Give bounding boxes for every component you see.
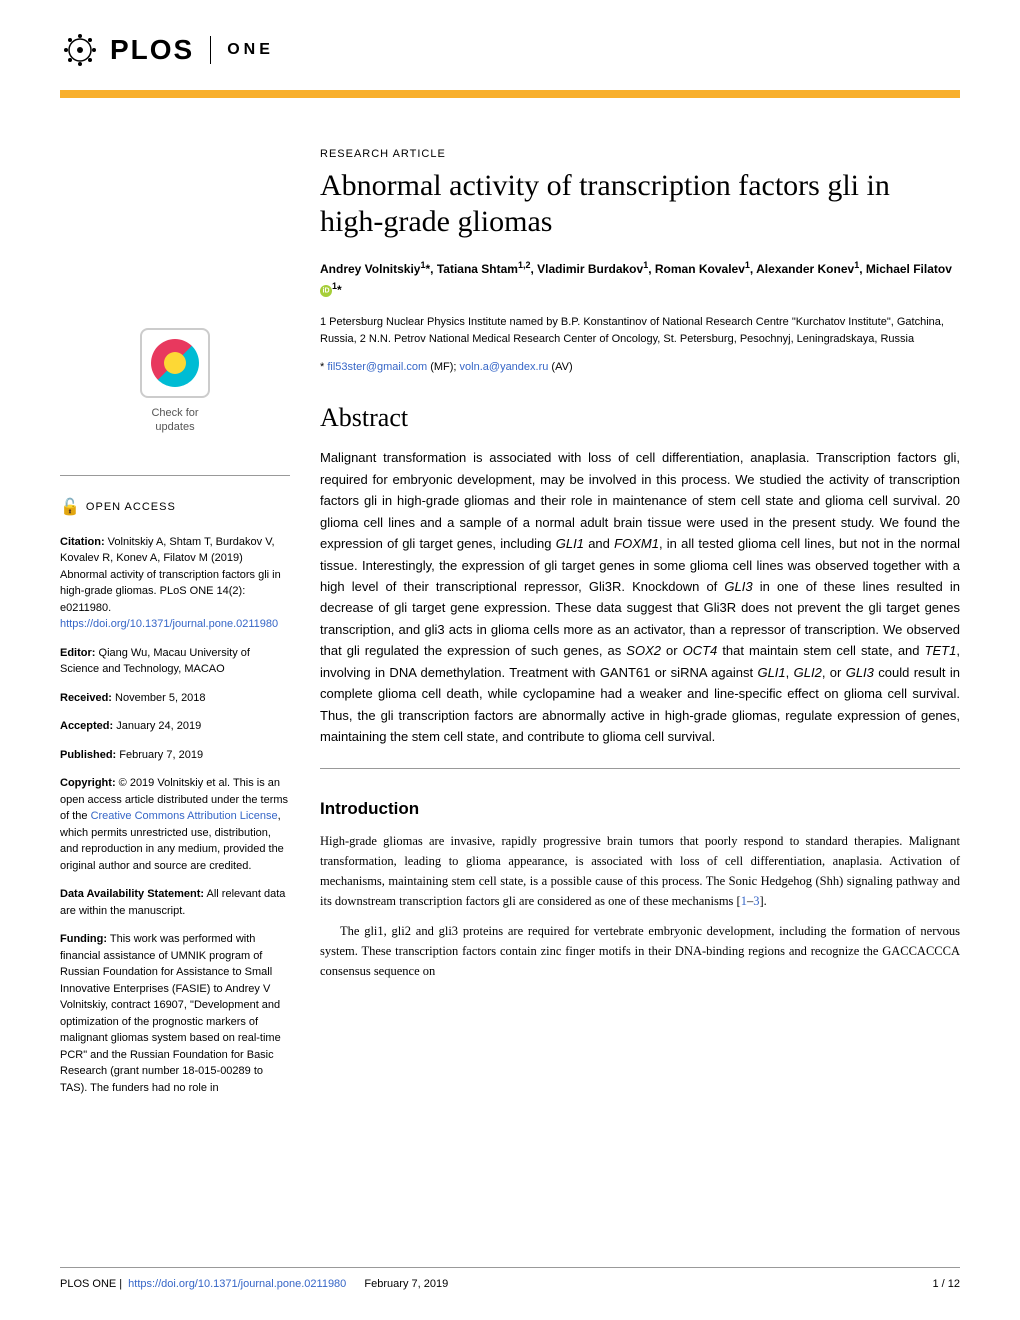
article-type: RESEARCH ARTICLE: [320, 148, 960, 160]
data-label: Data Availability Statement:: [60, 888, 204, 900]
lock-icon: 🔓: [60, 496, 80, 520]
citation-doi-link[interactable]: https://doi.org/10.1371/journal.pone.021…: [60, 618, 278, 630]
published-label: Published:: [60, 749, 116, 761]
open-access-text: OPEN ACCESS: [86, 499, 176, 516]
intro-paragraph-1: High-grade gliomas are invasive, rapidly…: [320, 831, 960, 911]
check-updates-widget[interactable]: Check for updates: [60, 328, 290, 435]
accent-bar: [60, 90, 960, 98]
received-text: November 5, 2018: [112, 692, 206, 704]
open-access-badge: 🔓 OPEN ACCESS: [60, 496, 290, 520]
footer-date: February 7, 2019: [364, 1278, 448, 1290]
editor-label: Editor:: [60, 647, 95, 659]
sidebar: Check for updates 🔓 OPEN ACCESS Citation…: [60, 98, 290, 1108]
published-text: February 7, 2019: [116, 749, 203, 761]
plos-icon: [60, 30, 100, 70]
received-section: Received: November 5, 2018: [60, 690, 290, 707]
journal-name: ONE: [227, 41, 274, 59]
footer-doi-link[interactable]: https://doi.org/10.1371/journal.pone.021…: [128, 1278, 346, 1290]
funding-section: Funding: This work was performed with fi…: [60, 931, 290, 1096]
page-number: 1 / 12: [932, 1278, 960, 1290]
intro-paragraph-2: The gli1, gli2 and gli3 proteins are req…: [320, 921, 960, 981]
accepted-label: Accepted:: [60, 720, 113, 732]
footer-left: PLOS ONE | https://doi.org/10.1371/journ…: [60, 1278, 448, 1290]
crossmark-icon: [140, 328, 210, 398]
abstract-text: Malignant transformation is associated w…: [320, 447, 960, 747]
accepted-section: Accepted: January 24, 2019: [60, 718, 290, 735]
page-header: PLOS ONE: [0, 0, 1020, 80]
plos-logo: PLOS ONE: [60, 30, 274, 70]
authors-suffix: 1*: [332, 283, 342, 297]
correspondence: * fil53ster@gmail.com (MF); voln.a@yande…: [320, 361, 960, 373]
published-section: Published: February 7, 2019: [60, 747, 290, 764]
main-container: Check for updates 🔓 OPEN ACCESS Citation…: [0, 98, 1020, 1108]
editor-section: Editor: Qiang Wu, Macau University of Sc…: [60, 645, 290, 678]
authors-names: Andrey Volnitskiy1*, Tatiana Shtam1,2, V…: [320, 262, 952, 276]
funding-text: This work was performed with financial a…: [60, 933, 281, 1094]
check-updates-label: Check for updates: [60, 406, 290, 435]
logo-divider: [210, 36, 211, 64]
accepted-text: January 24, 2019: [113, 720, 201, 732]
email-link-1[interactable]: fil53ster@gmail.com: [327, 361, 427, 373]
citation-label: Citation:: [60, 536, 105, 548]
article-content: RESEARCH ARTICLE Abnormal activity of tr…: [320, 98, 960, 1108]
orcid-icon[interactable]: [320, 285, 332, 297]
plos-text: PLOS: [110, 34, 194, 66]
authors-list: Andrey Volnitskiy1*, Tatiana Shtam1,2, V…: [320, 258, 960, 300]
email1-suffix: (MF);: [427, 361, 459, 373]
copyright-label: Copyright:: [60, 777, 116, 789]
data-availability-section: Data Availability Statement: All relevan…: [60, 886, 290, 919]
abstract-heading: Abstract: [320, 403, 960, 433]
section-divider: [320, 768, 960, 769]
cc-license-link[interactable]: Creative Commons Attribution License: [91, 810, 278, 822]
funding-label: Funding:: [60, 933, 107, 945]
email2-suffix: (AV): [548, 361, 572, 373]
introduction-heading: Introduction: [320, 799, 960, 819]
sidebar-divider: [60, 475, 290, 476]
article-title: Abnormal activity of transcription facto…: [320, 168, 960, 240]
email-link-2[interactable]: voln.a@yandex.ru: [460, 361, 549, 373]
footer-journal: PLOS ONE |: [60, 1278, 122, 1290]
received-label: Received:: [60, 692, 112, 704]
affiliations: 1 Petersburg Nuclear Physics Institute n…: [320, 314, 960, 347]
citation-section: Citation: Volnitskiy A, Shtam T, Burdako…: [60, 534, 290, 633]
copyright-section: Copyright: © 2019 Volnitskiy et al. This…: [60, 775, 290, 874]
page-footer: PLOS ONE | https://doi.org/10.1371/journ…: [60, 1267, 960, 1290]
